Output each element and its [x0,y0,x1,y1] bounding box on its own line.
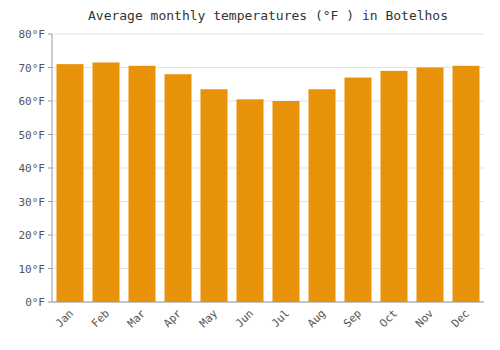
tick-mark [48,268,52,269]
bar [165,74,192,302]
x-tick-label: Aug [305,307,328,330]
y-tick-label: 40°F [19,162,46,175]
title: Average monthly temperatures (°F ) in Bo… [88,8,448,23]
x-tick-label: Sep [341,307,364,330]
y-tick-label: 0°F [25,296,45,309]
grid-line [52,302,484,303]
y-tick-label: 80°F [19,28,46,41]
x-tick-label: Apr [161,307,185,331]
y-tick-label: 60°F [19,95,46,108]
bar [381,71,408,302]
tick-mark [48,168,52,169]
bar [273,101,300,302]
tick-mark [48,134,52,135]
bar [345,78,372,302]
x-tick-label: Feb [89,307,112,330]
x-tick-label: Mar [125,307,149,331]
bar [201,89,228,302]
bar [417,68,444,303]
grid-line [52,34,484,35]
x-tick-label: Jul [269,307,292,330]
y-tick-label: 50°F [19,129,46,142]
bar [93,62,120,302]
chart: Average monthly temperatures (°F ) in Bo… [0,0,500,350]
y-tick-label: 30°F [19,196,46,209]
tick-mark [48,201,52,202]
bar [453,66,480,302]
tick-mark [48,34,52,35]
tick-mark [48,302,52,303]
tick-mark [48,101,52,102]
y-tick-label: 10°F [19,263,46,276]
x-tick-label: Oct [377,307,400,330]
bar [57,64,84,302]
x-tick-label: Dec [449,307,472,330]
tick-mark [48,235,52,236]
grid [52,34,484,302]
bar [309,89,336,302]
y-tick-label: 20°F [19,229,46,242]
bar [237,99,264,302]
tick-mark [48,67,52,68]
x-tick-label: Jan [53,307,76,330]
x-axis-line [52,302,484,303]
bar [129,66,156,302]
y-tick-label: 70°F [19,62,46,75]
y-axis-line [52,34,53,302]
bars [57,62,480,302]
x-tick-label: May [197,307,221,331]
x-tick-label: Jun [233,307,256,330]
x-tick-label: Nov [413,307,437,331]
